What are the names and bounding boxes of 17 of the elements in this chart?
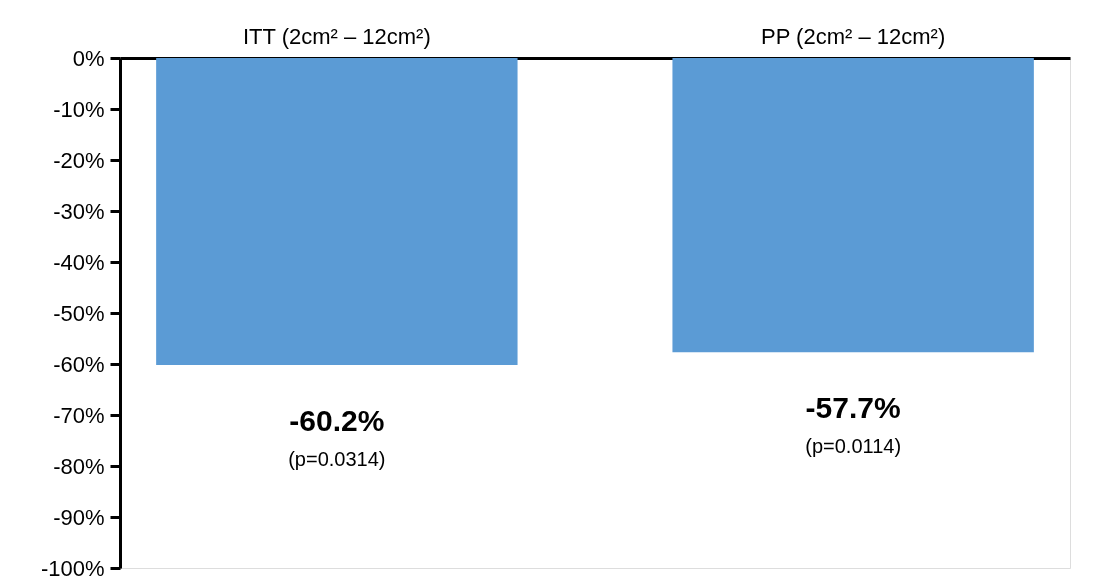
y-tick-label: 0% bbox=[72, 45, 105, 71]
data-label: -60.2% bbox=[289, 404, 385, 438]
data-label: -57.7% bbox=[805, 391, 901, 425]
y-tick-label: -90% bbox=[53, 504, 105, 530]
annotation: (p=0.0114) bbox=[805, 435, 902, 458]
y-tick-label: -10% bbox=[53, 96, 105, 122]
y-tick-label: -80% bbox=[53, 453, 105, 479]
y-tick-label: -100% bbox=[40, 555, 105, 581]
y-tick-label: -20% bbox=[53, 147, 105, 173]
y-tick-label: -50% bbox=[53, 300, 105, 326]
y-tick-label: -30% bbox=[53, 198, 105, 224]
x-tick-label: PP (2cm² – 12cm²) bbox=[761, 23, 946, 49]
y-tick-label: -60% bbox=[53, 351, 105, 377]
x-tick-label: ITT (2cm² – 12cm²) bbox=[242, 23, 431, 49]
y-tick-label: -40% bbox=[53, 249, 105, 275]
y-tick-label: -70% bbox=[53, 402, 105, 428]
annotation: (p=0.0314) bbox=[288, 448, 386, 471]
